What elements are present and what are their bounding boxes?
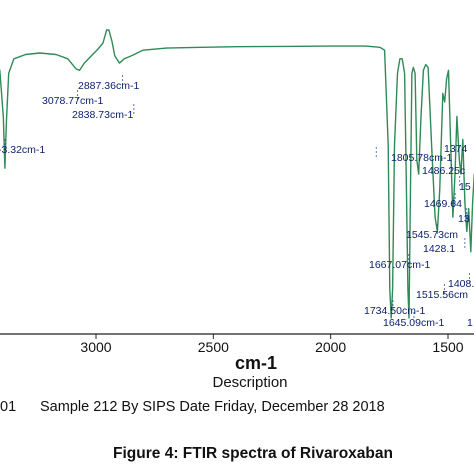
peak-label: 2838.73cm-1 bbox=[72, 109, 133, 121]
peak-label: 2887.36cm-1 bbox=[78, 80, 139, 92]
spectrum-plot bbox=[0, 29, 474, 319]
x-tick-label: 3000 bbox=[80, 339, 111, 355]
peak-label: 1408. bbox=[448, 278, 474, 290]
x-tick-label: 1500 bbox=[432, 339, 463, 355]
peak-label: 1805.78cm-1 bbox=[391, 152, 452, 164]
peak-label: 1645.09cm-1 bbox=[383, 317, 444, 329]
footer-sample-info: Sample 212 By SIPS Date Friday, December… bbox=[40, 399, 385, 415]
x-axis-ticks: 3000 2500 2000 1500 bbox=[80, 334, 464, 355]
peak-label: 1515.56cm bbox=[416, 289, 468, 301]
peak-label: 1545.73cm bbox=[406, 229, 458, 241]
description-label: Description bbox=[212, 374, 287, 391]
x-tick-label: 2500 bbox=[198, 339, 229, 355]
x-axis-title: cm-1 bbox=[235, 353, 277, 373]
x-tick-label: 2000 bbox=[315, 339, 346, 355]
peak-label: -3.32cm-1 bbox=[0, 144, 45, 156]
peak-label: 1486.25c bbox=[422, 165, 465, 177]
peak-label: 1374 bbox=[444, 143, 468, 155]
peak-label: 3078.77cm-1 bbox=[42, 95, 103, 107]
peak-label: 15 bbox=[459, 181, 471, 193]
peak-label: 13 bbox=[458, 213, 470, 225]
footer-id-fragment: 01 bbox=[0, 399, 16, 415]
peak-label: 1 bbox=[467, 317, 473, 329]
peak-annotations: 2887.36cm-1 3078.77cm-1 2838.73cm-1 -3.32cm… bbox=[0, 75, 474, 329]
peak-label: 1734.50cm-1 bbox=[364, 305, 425, 317]
spectrum-line bbox=[0, 29, 474, 319]
peak-label: 1428.1 bbox=[423, 243, 455, 255]
peak-label: 1469.64 bbox=[424, 198, 462, 210]
peak-label: 1667.07cm-1 bbox=[369, 259, 430, 271]
figure-caption: Figure 4: FTIR spectra of Rivaroxaban bbox=[113, 445, 393, 462]
